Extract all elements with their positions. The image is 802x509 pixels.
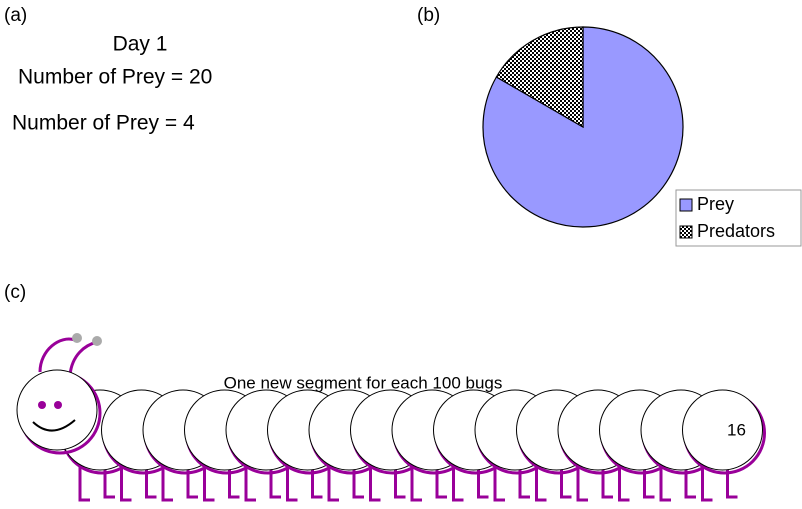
panel-label: (c) bbox=[4, 282, 26, 303]
day-label: Day 1 bbox=[113, 33, 168, 56]
antenna-tip bbox=[92, 336, 102, 346]
page: (a) (b) (c) Day 1 Number of Prey = 20 Nu… bbox=[0, 0, 802, 509]
segment-label: 16 bbox=[727, 420, 746, 439]
count-line: Number of Prey = 20 bbox=[18, 66, 212, 89]
legend-label: Predators bbox=[697, 221, 775, 241]
legend-swatch bbox=[680, 226, 692, 238]
pie-chart bbox=[483, 27, 683, 227]
caterpillar: 12345678910111213141516 bbox=[17, 333, 765, 500]
legend-swatch bbox=[680, 199, 692, 211]
legend: Prey Predators bbox=[676, 190, 801, 246]
figure: (a) (b) (c) Day 1 Number of Prey = 20 Nu… bbox=[0, 0, 802, 509]
head bbox=[17, 370, 97, 450]
antenna bbox=[40, 339, 97, 375]
eye bbox=[38, 401, 46, 409]
panel-label: (b) bbox=[417, 5, 440, 26]
eye bbox=[54, 401, 62, 409]
legend-label: Prey bbox=[697, 194, 734, 214]
antenna-tip bbox=[72, 333, 82, 343]
segment bbox=[683, 390, 763, 470]
panel-label: (a) bbox=[4, 5, 27, 26]
count-line: Number of Prey = 4 bbox=[12, 112, 195, 135]
